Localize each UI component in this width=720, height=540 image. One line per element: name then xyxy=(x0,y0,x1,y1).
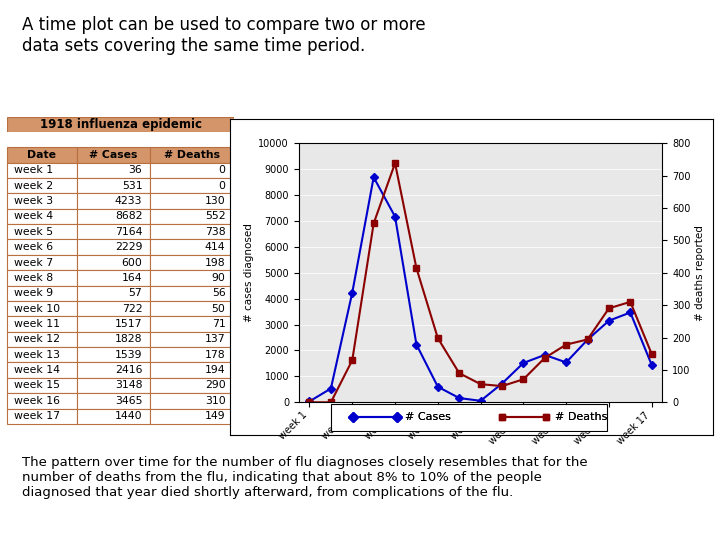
Text: 1918 influenza epidemic: 1918 influenza epidemic xyxy=(40,118,202,131)
# Deaths xyxy=(327,399,336,406)
FancyBboxPatch shape xyxy=(330,404,608,430)
# Deaths xyxy=(348,357,356,363)
# Deaths xyxy=(498,383,506,389)
# Cases xyxy=(391,213,400,220)
# Cases xyxy=(455,395,464,401)
# Cases xyxy=(327,386,336,392)
FancyBboxPatch shape xyxy=(7,117,234,132)
# Cases xyxy=(433,383,442,390)
Line: # Cases: # Cases xyxy=(307,174,654,404)
Text: # Deaths: # Deaths xyxy=(554,412,607,422)
# Deaths xyxy=(455,370,464,376)
# Deaths xyxy=(369,220,378,227)
# Cases xyxy=(369,174,378,180)
# Cases xyxy=(562,359,570,366)
# Cases xyxy=(583,336,592,343)
Y-axis label: # deaths reported: # deaths reported xyxy=(695,225,705,321)
# Cases xyxy=(498,380,506,387)
Y-axis label: # cases diagnosed: # cases diagnosed xyxy=(244,223,254,322)
# Deaths xyxy=(391,160,400,166)
# Deaths xyxy=(626,299,634,305)
# Cases xyxy=(305,398,314,404)
# Cases xyxy=(348,289,356,296)
# Cases xyxy=(626,309,634,316)
# Deaths xyxy=(562,341,570,348)
# Deaths xyxy=(477,381,485,387)
# Cases xyxy=(412,341,420,348)
# Cases xyxy=(647,362,656,368)
Line: # Deaths: # Deaths xyxy=(307,160,654,406)
Text: The pattern over time for the number of flu diagnoses closely resembles that for: The pattern over time for the number of … xyxy=(22,456,588,500)
Text: # Cases: # Cases xyxy=(405,412,451,422)
# Deaths xyxy=(541,355,549,361)
# Deaths xyxy=(605,305,613,312)
# Deaths xyxy=(412,265,420,272)
Text: # Deaths: # Deaths xyxy=(554,412,607,422)
# Cases xyxy=(519,360,528,366)
# Deaths xyxy=(433,335,442,341)
# Cases xyxy=(605,318,613,324)
# Deaths xyxy=(519,376,528,382)
# Deaths xyxy=(583,336,592,343)
# Deaths xyxy=(305,399,314,406)
# Cases xyxy=(477,397,485,404)
Text: # Cases: # Cases xyxy=(405,412,451,422)
Text: A time plot can be used to compare two or more
data sets covering the same time : A time plot can be used to compare two o… xyxy=(22,16,426,55)
# Cases xyxy=(541,352,549,358)
# Deaths xyxy=(647,351,656,357)
